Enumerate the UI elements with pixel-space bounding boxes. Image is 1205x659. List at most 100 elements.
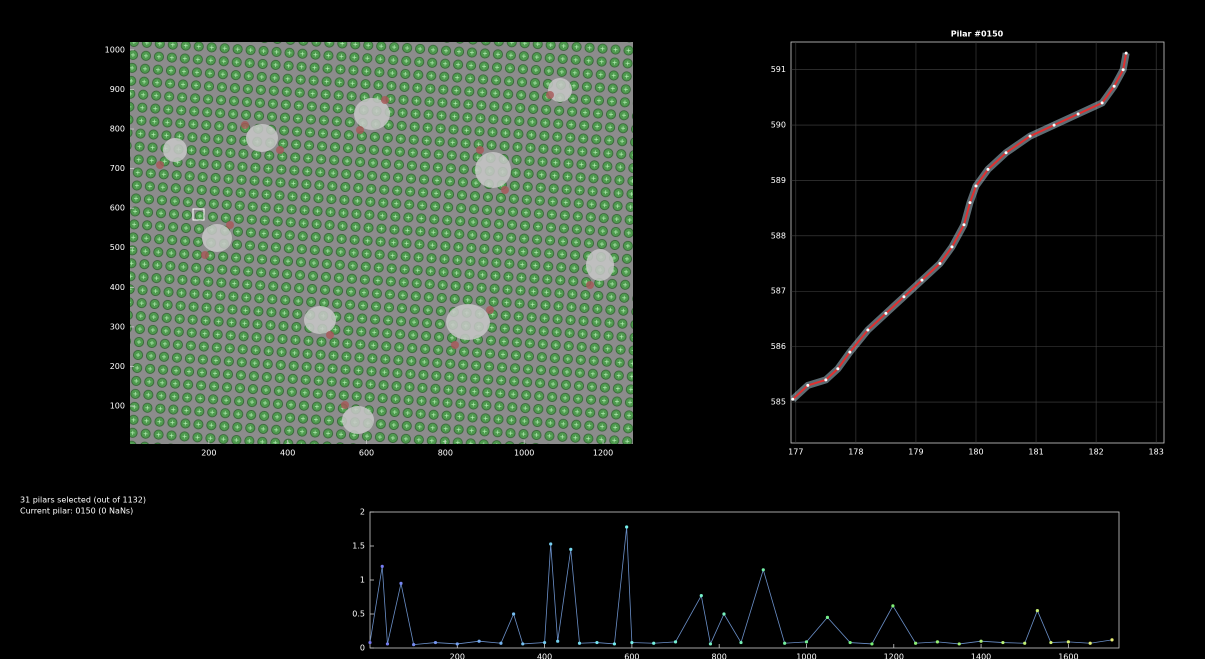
displacement-point [625,525,629,529]
displacement-point [708,642,713,646]
trajectory-point [950,245,954,249]
displacement-point [433,640,438,645]
displacement-point [870,642,874,646]
displacement-point [399,581,403,586]
displacement-point [783,641,787,645]
displacement-point [455,642,459,646]
x-tick-label: 200 [450,653,465,659]
x-tick-label: 179 [908,448,923,457]
displacement-point [761,568,765,572]
trajectory-point [1076,112,1080,116]
displacement-point [891,604,895,608]
trajectory-axes [790,41,1165,444]
y-tick-label: 0 [360,644,365,653]
x-tick-label: 400 [280,449,295,458]
displacement-point [477,639,481,643]
displacement-point [1035,609,1039,613]
displacement-point [1066,640,1070,644]
x-tick-label: 1000 [796,653,816,659]
displacement-point [699,594,703,598]
trajectory-point [1028,134,1032,138]
displacement-point [595,640,599,645]
displacement-point [499,641,503,645]
displacement-point [385,642,390,646]
trajectory-point [806,383,810,387]
x-tick-label: 181 [1028,448,1043,457]
y-tick-label: 587 [771,287,786,296]
x-tick-label: 800 [712,653,727,659]
trajectory-point [791,397,795,401]
displacement-point [935,640,940,644]
trajectory-point [986,167,990,171]
y-tick-label: 300 [110,322,125,331]
x-tick-label: 600 [359,449,374,458]
displacement-point [577,641,582,645]
trajectory-point [1004,151,1008,155]
displacement-point [630,640,634,645]
displacement-point [722,612,726,616]
displacement-point [979,639,983,643]
trajectory-point [824,378,828,382]
displacement-point [673,640,678,644]
displacement-point [521,642,525,646]
displacement-point [612,642,617,646]
x-tick-label: 177 [788,448,803,457]
y-tick-label: 900 [110,85,125,94]
displacement-point [368,640,372,645]
trajectory-point [866,328,870,332]
x-tick-label: 183 [1149,448,1164,457]
trajectory-point [1124,51,1128,55]
displacement-axes [369,511,1120,649]
displacement-point [1001,640,1005,645]
displacement-point [739,640,743,645]
displacement-point [825,615,830,620]
trajectory-point [836,367,840,371]
displacement-line [369,526,1113,646]
status-text: 31 pilars selected (out of 1132) [20,496,146,505]
y-tick-label: 589 [771,176,786,185]
x-tick-label: 1400 [971,653,991,659]
displacement-point [512,612,516,616]
displacement-point [914,641,918,645]
trajectory-point [902,295,906,299]
displacement-point [556,639,560,643]
trajectory-point [1100,101,1104,105]
displacement-point [1049,640,1053,645]
y-tick-label: 1.5 [352,542,365,551]
trajectory-point [974,184,978,188]
y-tick-label: 600 [110,204,125,213]
trajectory-point [968,201,972,205]
displacement-point [549,542,553,546]
microscope-image [130,42,633,444]
displacement-point [957,642,961,646]
x-tick-label: 180 [968,448,983,457]
displacement-point [652,641,656,645]
trajectory-point [920,278,924,282]
x-tick-label: 600 [624,653,639,659]
y-tick-label: 2 [360,508,365,517]
y-tick-label: 400 [110,283,125,292]
x-tick-label: 178 [848,448,863,457]
y-tick-label: 500 [110,243,125,252]
y-tick-label: 1000 [105,45,125,54]
displacement-point [1023,641,1027,645]
trajectory-point [884,311,888,315]
displacement-point [848,640,852,645]
y-tick-label: 588 [771,231,786,240]
x-tick-label: 1200 [884,653,904,659]
plot-title: Pilar #0150 [951,30,1004,39]
trajectory-point [1121,68,1125,72]
y-tick-label: 591 [771,65,786,74]
x-tick-label: 400 [537,653,552,659]
x-tick-label: 1600 [1058,653,1078,659]
displacement-point [804,640,809,644]
displacement-point [380,564,384,569]
y-tick-label: 200 [110,362,125,371]
trajectory-point [848,350,852,354]
trajectory-point [1112,84,1116,88]
trajectory-point [938,262,942,266]
y-tick-label: 100 [110,402,125,411]
y-tick-label: 590 [771,121,786,130]
